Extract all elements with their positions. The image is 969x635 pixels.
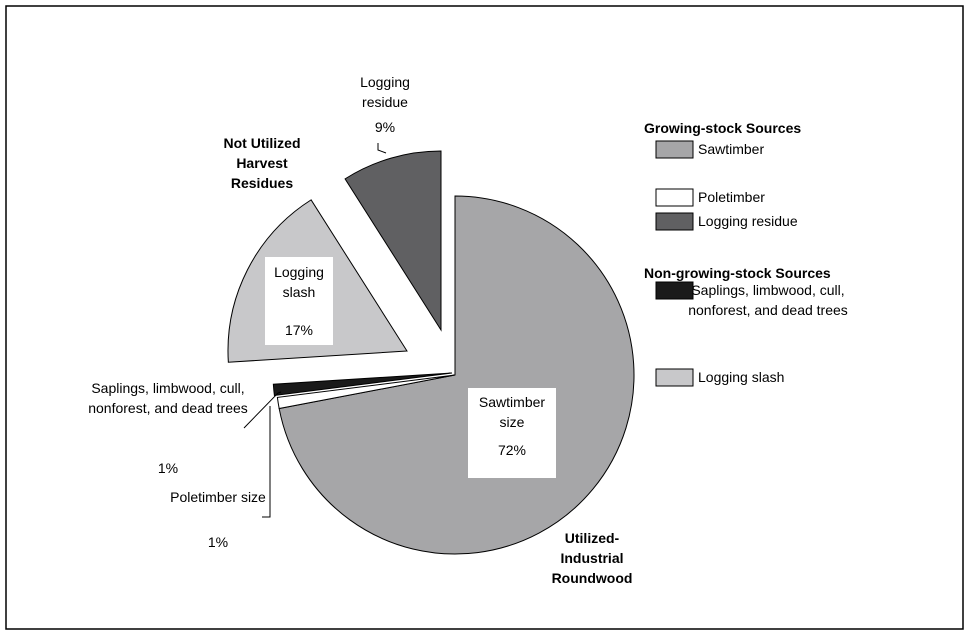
leader-line	[243, 391, 282, 429]
legend-swatch	[655, 140, 694, 159]
value-label: 9%	[374, 119, 396, 135]
value-label: 1%	[207, 534, 229, 550]
legend-swatch	[655, 212, 694, 231]
legend-title: Growing-stock Sources	[644, 120, 802, 136]
chart-border	[5, 5, 964, 630]
leader-line	[262, 406, 271, 518]
legend-label: Saplings, limbwood, cull, nonforest, and…	[688, 282, 848, 318]
slice-label: Logging residue	[360, 74, 410, 110]
label-box	[468, 388, 556, 478]
slice-label: Logging slash	[274, 264, 324, 300]
leader-line	[377, 143, 387, 154]
legend-swatch	[655, 188, 694, 207]
pie-slice	[276, 374, 456, 410]
value-label: 72%	[497, 442, 527, 458]
slice-label: Saplings, limbwood, cull, nonforest, and…	[88, 380, 248, 416]
annotation: Utilized-Industrial Roundwood	[551, 530, 633, 586]
legend-label: Logging residue	[698, 213, 798, 229]
legend-label: Poletimber	[698, 189, 765, 205]
slice-label: Poletimber size	[170, 489, 266, 505]
pie-slice	[344, 150, 442, 332]
pie-slice	[272, 372, 453, 396]
legend-swatch	[655, 281, 694, 300]
legend-label: Logging slash	[698, 369, 785, 385]
slice-label: Sawtimber size	[478, 394, 546, 430]
legend-title: Non-growing-stock Sources	[644, 265, 831, 281]
label-box	[265, 257, 333, 345]
legend-label: Sawtimber	[698, 141, 765, 157]
annotation: Not Utilized Harvest Residues	[223, 135, 301, 191]
value-label: 1%	[157, 460, 179, 476]
value-label: 17%	[284, 322, 314, 338]
legend-swatch	[655, 368, 694, 387]
